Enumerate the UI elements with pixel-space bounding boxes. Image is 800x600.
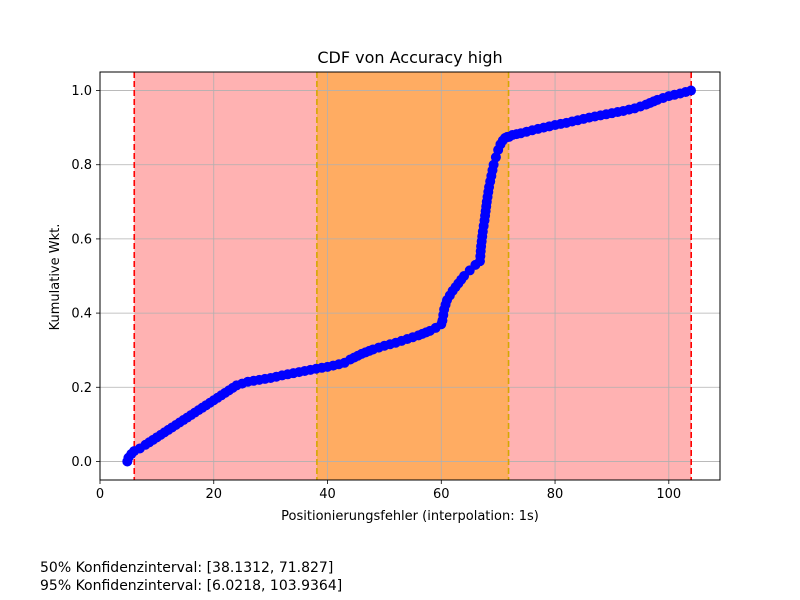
x-tick-label: 80 [547,487,564,502]
ci50-annotation: 50% Konfidenzinterval: [38.1312, 71.827] [40,560,334,576]
x-tick-label: 60 [433,487,450,502]
ci95-annotation: 95% Konfidenzinterval: [6.0218, 103.9364… [40,578,343,594]
confidence-band-1 [316,72,509,480]
cdf-series [122,85,696,467]
y-tick-label: 0.4 [71,307,92,322]
x-tick-label: 40 [319,487,336,502]
data-point [685,85,696,96]
x-tick-label: 20 [205,487,222,502]
y-tick-label: 1.0 [71,84,92,99]
y-tick-label: 0.8 [71,158,92,173]
x-tick-label: 0 [96,487,104,502]
grid [99,72,720,480]
plot-frame [99,71,721,481]
y-tick-label: 0.2 [71,381,92,396]
confidence-band-0 [134,72,692,480]
confidence-bands [134,72,692,480]
y-tick-label: 0.0 [71,455,92,470]
y-axis-label: Kumulative Wkt. [48,224,63,331]
y-tick-label: 0.6 [71,232,92,247]
x-tick-label: 100 [656,487,681,502]
axis-ticks: 0 20 40 60 80 100 0.0 0.2 0.4 0.6 0.8 1.0 [71,84,681,502]
chart-title: CDF von Accuracy high [317,48,502,67]
x-axis-label: Positionierungsfehler (interpolation: 1s… [281,509,539,524]
